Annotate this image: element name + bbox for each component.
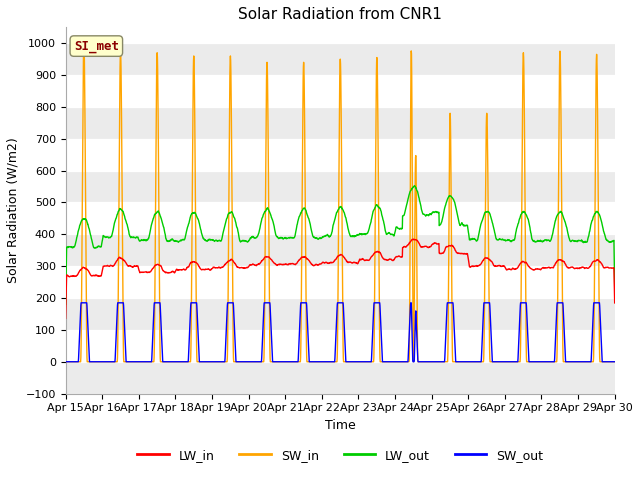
Bar [65, 170, 614, 203]
Y-axis label: Solar Radiation (W/m2): Solar Radiation (W/m2) [7, 138, 20, 283]
Title: Solar Radiation from CNR1: Solar Radiation from CNR1 [238, 7, 442, 22]
Bar [65, 298, 614, 330]
Legend: LW_in, SW_in, LW_out, SW_out: LW_in, SW_in, LW_out, SW_out [132, 444, 548, 467]
Bar [65, 107, 614, 139]
Bar [65, 43, 614, 75]
Bar [65, 362, 614, 394]
Text: SI_met: SI_met [74, 39, 119, 53]
Bar [65, 234, 614, 266]
X-axis label: Time: Time [324, 419, 355, 432]
